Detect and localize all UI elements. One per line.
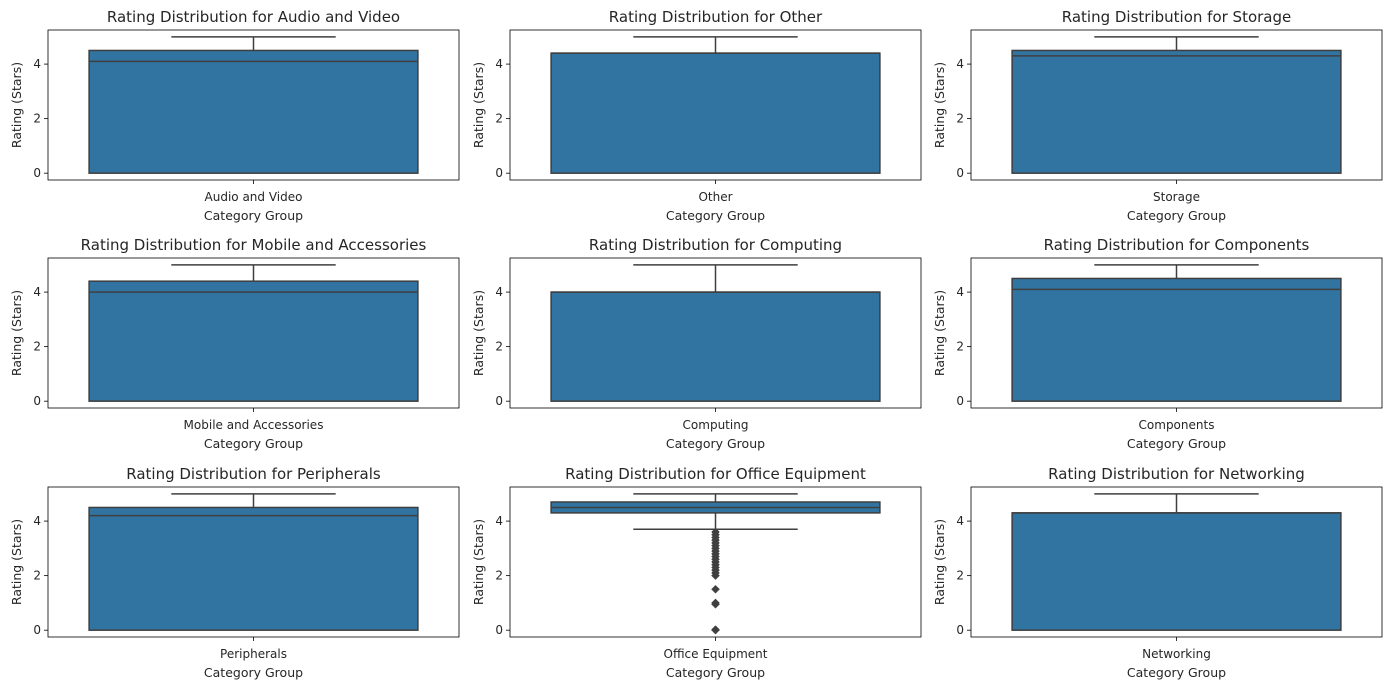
y-tick-label: 2	[956, 340, 964, 354]
y-axis-label: Rating (Stars)	[932, 62, 947, 148]
x-axis-label: Category Group	[1127, 665, 1226, 680]
y-axis-label: Rating (Stars)	[471, 519, 486, 605]
y-tick-label: 2	[956, 112, 964, 126]
y-tick-label: 2	[495, 569, 503, 583]
box-iqr	[550, 291, 881, 402]
subplot-title: Rating Distribution for Networking	[1048, 465, 1305, 483]
outlier-point	[711, 584, 720, 594]
x-axis-label: Category Group	[204, 665, 303, 680]
y-tick-label: 4	[956, 57, 964, 71]
y-tick-label: 2	[33, 569, 41, 583]
x-tick-label: Peripherals	[220, 647, 287, 661]
y-axis-label: Rating (Stars)	[9, 519, 24, 605]
y-axis-label: Rating (Stars)	[932, 519, 947, 605]
y-tick-label: 0	[956, 623, 964, 637]
subplot-title: Rating Distribution for Components	[1044, 236, 1310, 254]
y-tick-label: 4	[495, 57, 503, 71]
subplot-panel: Rating Distribution for Peripherals 0 2 4 Pe…	[9, 465, 460, 680]
subplot-title: Rating Distribution for Mobile and Acces…	[81, 236, 427, 254]
outlier-point	[711, 599, 720, 609]
outlier-point	[711, 625, 720, 634]
y-tick-label: 2	[33, 112, 41, 126]
x-axis-label: Category Group	[204, 436, 303, 451]
x-axis-label: Category Group	[666, 208, 765, 223]
x-axis-label: Category Group	[666, 665, 765, 680]
x-tick-label: Mobile and Accessories	[184, 418, 324, 432]
box-iqr	[1011, 277, 1342, 402]
y-axis-label: Rating (Stars)	[471, 290, 486, 376]
subplot-title: Rating Distribution for Audio and Video	[107, 8, 400, 26]
x-tick-label: Audio and Video	[205, 190, 303, 204]
outlier-point	[711, 571, 720, 580]
y-axis-label: Rating (Stars)	[471, 62, 486, 148]
y-tick-label: 0	[33, 166, 41, 180]
box-iqr	[1011, 512, 1342, 631]
y-axis-label: Rating (Stars)	[9, 290, 24, 376]
box-iqr	[550, 52, 881, 174]
y-tick-label: 0	[495, 166, 503, 180]
x-tick-label: Computing	[683, 418, 749, 432]
subplot-title: Rating Distribution for Other	[609, 8, 823, 26]
y-tick-label: 2	[956, 569, 964, 583]
y-tick-label: 0	[956, 166, 964, 180]
subplot-panel: Rating Distribution for Networking 0 2 4 Net…	[932, 465, 1383, 680]
subplot-panel: Rating Distribution for Components 0 2 4 Com…	[932, 236, 1383, 451]
y-tick-label: 4	[956, 514, 964, 528]
subplot-panel: Rating Distribution for Mobile and Acces…	[9, 236, 460, 451]
x-tick-label: Storage	[1153, 190, 1200, 204]
y-tick-label: 2	[33, 340, 41, 354]
y-tick-label: 0	[495, 394, 503, 408]
y-tick-label: 4	[495, 285, 503, 299]
box-iqr	[88, 49, 419, 174]
x-axis-label: Category Group	[1127, 436, 1226, 451]
y-tick-label: 4	[33, 57, 41, 71]
y-tick-label: 0	[956, 394, 964, 408]
subplot-title: Rating Distribution for Peripherals	[126, 465, 381, 483]
box-iqr	[88, 506, 419, 631]
box-iqr	[1011, 49, 1342, 174]
y-tick-label: 4	[33, 285, 41, 299]
y-axis-label: Rating (Stars)	[9, 62, 24, 148]
y-tick-label: 4	[495, 514, 503, 528]
y-tick-label: 2	[495, 112, 503, 126]
y-tick-label: 0	[33, 623, 41, 637]
subplot-panel: Rating Distribution for Audio and Video 0…	[9, 8, 460, 223]
x-tick-label: Components	[1139, 418, 1215, 432]
y-tick-label: 4	[33, 514, 41, 528]
y-tick-label: 4	[956, 285, 964, 299]
subplot-panel: Rating Distribution for Other 0 2 4 Other Cat…	[471, 8, 922, 223]
x-axis-label: Category Group	[1127, 208, 1226, 223]
subplot-panel: Rating Distribution for Computing 0 2 4 Comp…	[471, 236, 922, 451]
box-iqr	[88, 280, 419, 402]
y-tick-label: 0	[495, 623, 503, 637]
y-tick-label: 0	[33, 394, 41, 408]
x-tick-label: Office Equipment	[664, 647, 768, 661]
subplot-title: Rating Distribution for Office Equipment	[565, 465, 866, 483]
x-tick-label: Other	[698, 190, 732, 204]
y-tick-label: 2	[495, 340, 503, 354]
subplot-panel: Rating Distribution for Office Equipment…	[471, 465, 922, 680]
subplot-panel: Rating Distribution for Storage 0 2 4 Storag…	[932, 8, 1383, 223]
subplot-title: Rating Distribution for Computing	[589, 236, 842, 254]
subplot-title: Rating Distribution for Storage	[1062, 8, 1292, 26]
y-axis-label: Rating (Stars)	[932, 290, 947, 376]
x-axis-label: Category Group	[204, 208, 303, 223]
x-tick-label: Networking	[1142, 647, 1211, 661]
x-axis-label: Category Group	[666, 436, 765, 451]
